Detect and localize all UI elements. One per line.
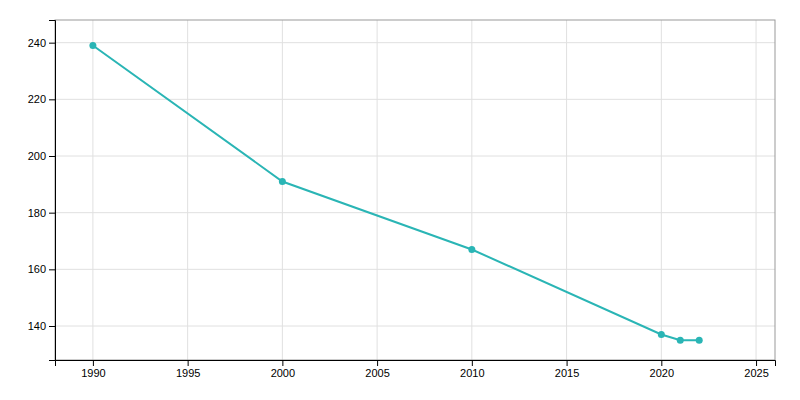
- tick-mark: [188, 360, 189, 366]
- tick-mark: [49, 43, 55, 44]
- grid-line: [756, 20, 757, 360]
- grid: [55, 20, 775, 360]
- tick-label: 240: [28, 37, 46, 49]
- tick: 200: [28, 150, 55, 162]
- tick-label: 140: [28, 320, 46, 332]
- tick: 240: [28, 37, 55, 49]
- line: [93, 46, 699, 341]
- tick-label: 200: [28, 150, 46, 162]
- tick: 220: [28, 93, 55, 105]
- tick: 160: [28, 263, 55, 275]
- tick: 2000: [271, 360, 295, 379]
- tick: 180: [28, 207, 55, 219]
- grid-line: [55, 269, 775, 270]
- grid-line: [92, 20, 93, 360]
- grid-line: [55, 42, 775, 43]
- tick-label: 2005: [365, 367, 389, 379]
- tick-label: 2025: [744, 367, 768, 379]
- tick-label: 2015: [555, 367, 579, 379]
- x-axis: 1990 1995 2000 2005 2010 2015 2020 2025: [56, 360, 776, 379]
- grid-line: [187, 20, 188, 360]
- tick-label: 2020: [650, 367, 674, 379]
- tick-mark: [661, 360, 662, 366]
- tick-mark: [93, 360, 94, 366]
- tick: 2010: [460, 360, 484, 379]
- grid-line: [282, 20, 283, 360]
- marker: [468, 246, 475, 253]
- tick-mark: [472, 360, 473, 366]
- axis-line: [49, 21, 56, 361]
- tick-label: 2000: [271, 367, 295, 379]
- marker: [279, 178, 286, 185]
- tick-label: 180: [28, 207, 46, 219]
- tick-mark: [49, 99, 55, 100]
- grid-line: [377, 20, 378, 360]
- axis-line: [56, 361, 776, 367]
- marker: [89, 42, 96, 49]
- tick-mark: [756, 360, 757, 366]
- grid-line: [471, 20, 472, 360]
- grid-line: [661, 20, 662, 360]
- tick-mark: [49, 326, 55, 327]
- tick-mark: [49, 213, 55, 214]
- tick-label: 220: [28, 93, 46, 105]
- tick-mark: [567, 360, 568, 366]
- chart: 1990 1995 2000 2005 2010 2015 2020 2025 140 160 18…: [0, 0, 800, 400]
- marker: [696, 337, 703, 344]
- tick: 2025: [744, 360, 768, 379]
- tick-label: 160: [28, 263, 46, 275]
- grid-line: [55, 156, 775, 157]
- tick: 1990: [81, 360, 105, 379]
- plot-area: 1990 1995 2000 2005 2010 2015 2020 2025 140 160 18…: [28, 20, 776, 379]
- series: [89, 42, 702, 344]
- tick-label: 1995: [176, 367, 200, 379]
- tick-mark: [49, 156, 55, 157]
- grid-line: [566, 20, 567, 360]
- tick: 140: [28, 320, 55, 332]
- marker: [677, 337, 684, 344]
- grid-line: [55, 212, 775, 213]
- tick-mark: [49, 269, 55, 270]
- tick: 2005: [365, 360, 389, 379]
- tick-mark: [282, 360, 283, 366]
- plot-frame: [55, 20, 775, 360]
- tick-label: 2010: [460, 367, 484, 379]
- tick: 2020: [650, 360, 674, 379]
- y-axis: 140 160 180 200 220 240: [28, 21, 56, 361]
- tick: 1995: [176, 360, 200, 379]
- grid-line: [55, 326, 775, 327]
- grid-line: [55, 99, 775, 100]
- tick-label: 1990: [81, 367, 105, 379]
- marker: [658, 331, 665, 338]
- tick: 2015: [555, 360, 579, 379]
- tick-mark: [377, 360, 378, 366]
